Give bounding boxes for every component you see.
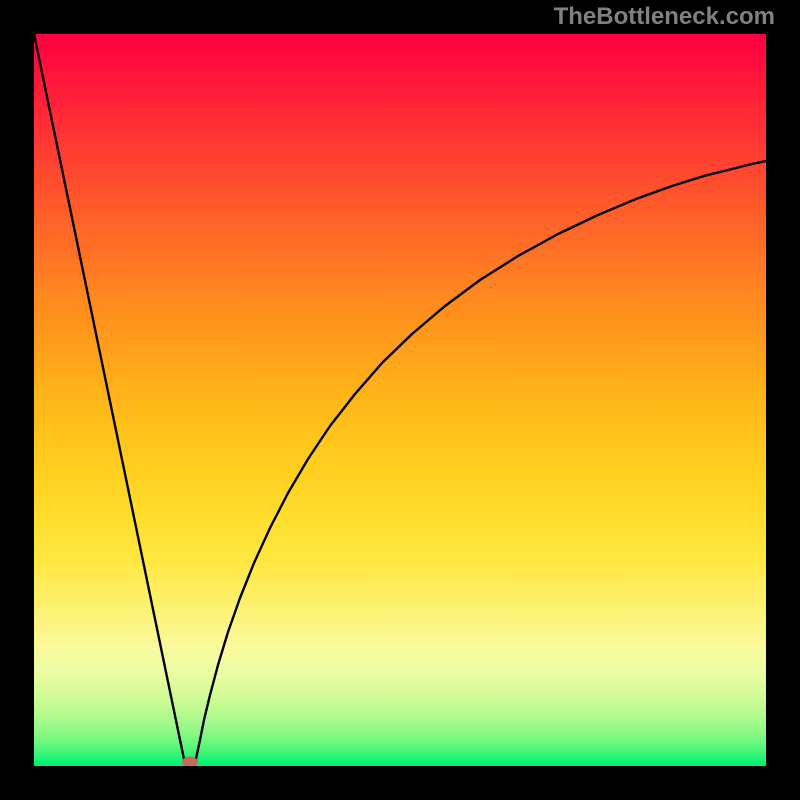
chart-svg <box>0 0 800 800</box>
plot-background <box>34 34 766 766</box>
watermark-text: TheBottleneck.com <box>554 3 775 31</box>
chart-stage: TheBottleneck.com <box>0 0 800 800</box>
min-marker <box>182 757 198 768</box>
